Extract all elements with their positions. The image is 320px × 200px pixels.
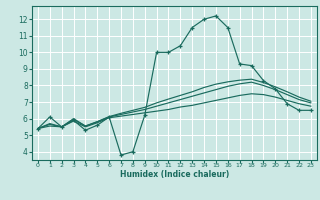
X-axis label: Humidex (Indice chaleur): Humidex (Indice chaleur) — [120, 170, 229, 179]
